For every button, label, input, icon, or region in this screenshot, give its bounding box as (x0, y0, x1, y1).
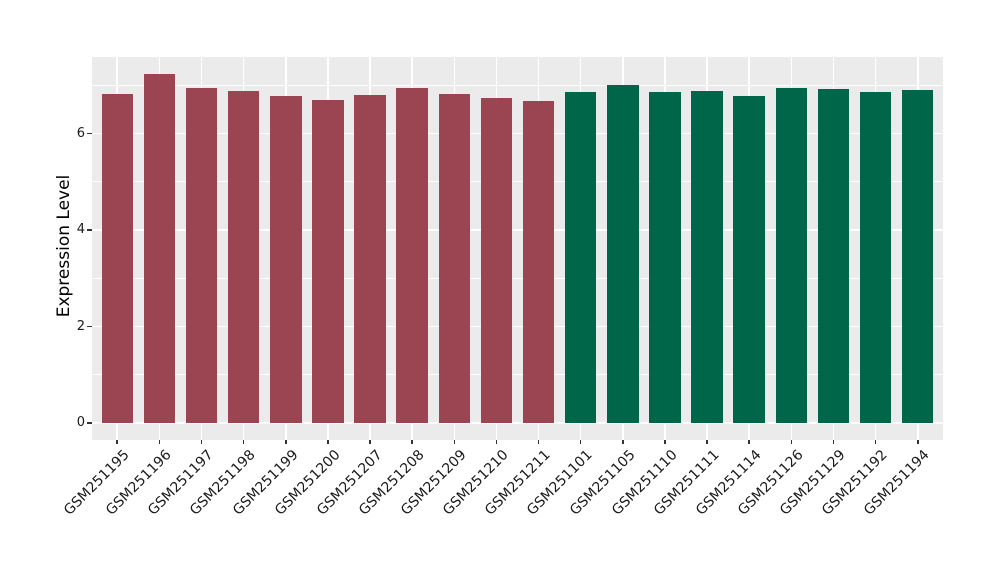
bar-GSM251208 (396, 87, 428, 423)
plot-panel (92, 57, 943, 440)
y-tick-mark (87, 132, 92, 135)
x-tick-mark (158, 439, 161, 444)
x-tick-mark (411, 439, 413, 444)
y-tick-mark (87, 325, 92, 328)
y-tick-label: 0 (76, 415, 85, 430)
x-tick-mark (916, 439, 919, 444)
y-tick-label: 6 (76, 125, 85, 141)
y-axis-title: Expression Level (54, 174, 74, 318)
x-tick-mark (832, 439, 835, 444)
bar-GSM251197 (185, 88, 218, 423)
bar-GSM251200 (312, 100, 344, 423)
bar-GSM251192 (859, 91, 892, 423)
bar-GSM251110 (649, 92, 681, 423)
major-gridline (92, 229, 943, 231)
bar-GSM251126 (775, 88, 808, 423)
bar-GSM251195 (101, 94, 134, 423)
x-tick-mark (537, 439, 540, 444)
x-tick-mark (200, 439, 203, 444)
bar-GSM251101 (564, 92, 597, 423)
bar-GSM251105 (607, 85, 639, 423)
x-tick-mark (622, 439, 624, 444)
y-tick-mark (87, 229, 92, 231)
x-tick-mark (327, 439, 329, 444)
y-tick-mark (87, 422, 92, 424)
bar-GSM251207 (354, 94, 386, 423)
major-gridline (92, 325, 943, 328)
bar-GSM251129 (817, 88, 850, 423)
bar-GSM251211 (522, 101, 555, 423)
x-tick-mark (664, 439, 666, 444)
y-tick-label: 4 (76, 222, 85, 237)
bar-GSM251194 (901, 89, 934, 423)
minor-gridline (92, 374, 943, 376)
y-tick-label: 2 (76, 318, 85, 334)
x-tick-mark (116, 439, 119, 444)
x-tick-mark (242, 439, 245, 444)
x-tick-mark (284, 439, 287, 444)
x-tick-mark (369, 439, 371, 444)
x-tick-mark (453, 439, 456, 444)
x-tick-mark (495, 439, 498, 444)
minor-gridline (92, 277, 943, 279)
x-tick-mark (790, 439, 793, 444)
x-tick-mark (579, 439, 582, 444)
major-gridline (92, 132, 943, 135)
bar-GSM251210 (480, 97, 513, 423)
bar-GSM251209 (438, 93, 471, 423)
bar-GSM251196 (143, 74, 176, 423)
bar-GSM251114 (733, 95, 765, 423)
bar-GSM251198 (227, 91, 260, 423)
bar-GSM251111 (691, 90, 723, 423)
x-tick-mark (874, 439, 877, 444)
minor-gridline (92, 84, 943, 86)
x-tick-mark (748, 439, 750, 444)
x-tick-mark (706, 439, 708, 444)
minor-gridline (92, 181, 943, 183)
bar-GSM251199 (270, 95, 302, 423)
major-gridline (92, 422, 943, 424)
